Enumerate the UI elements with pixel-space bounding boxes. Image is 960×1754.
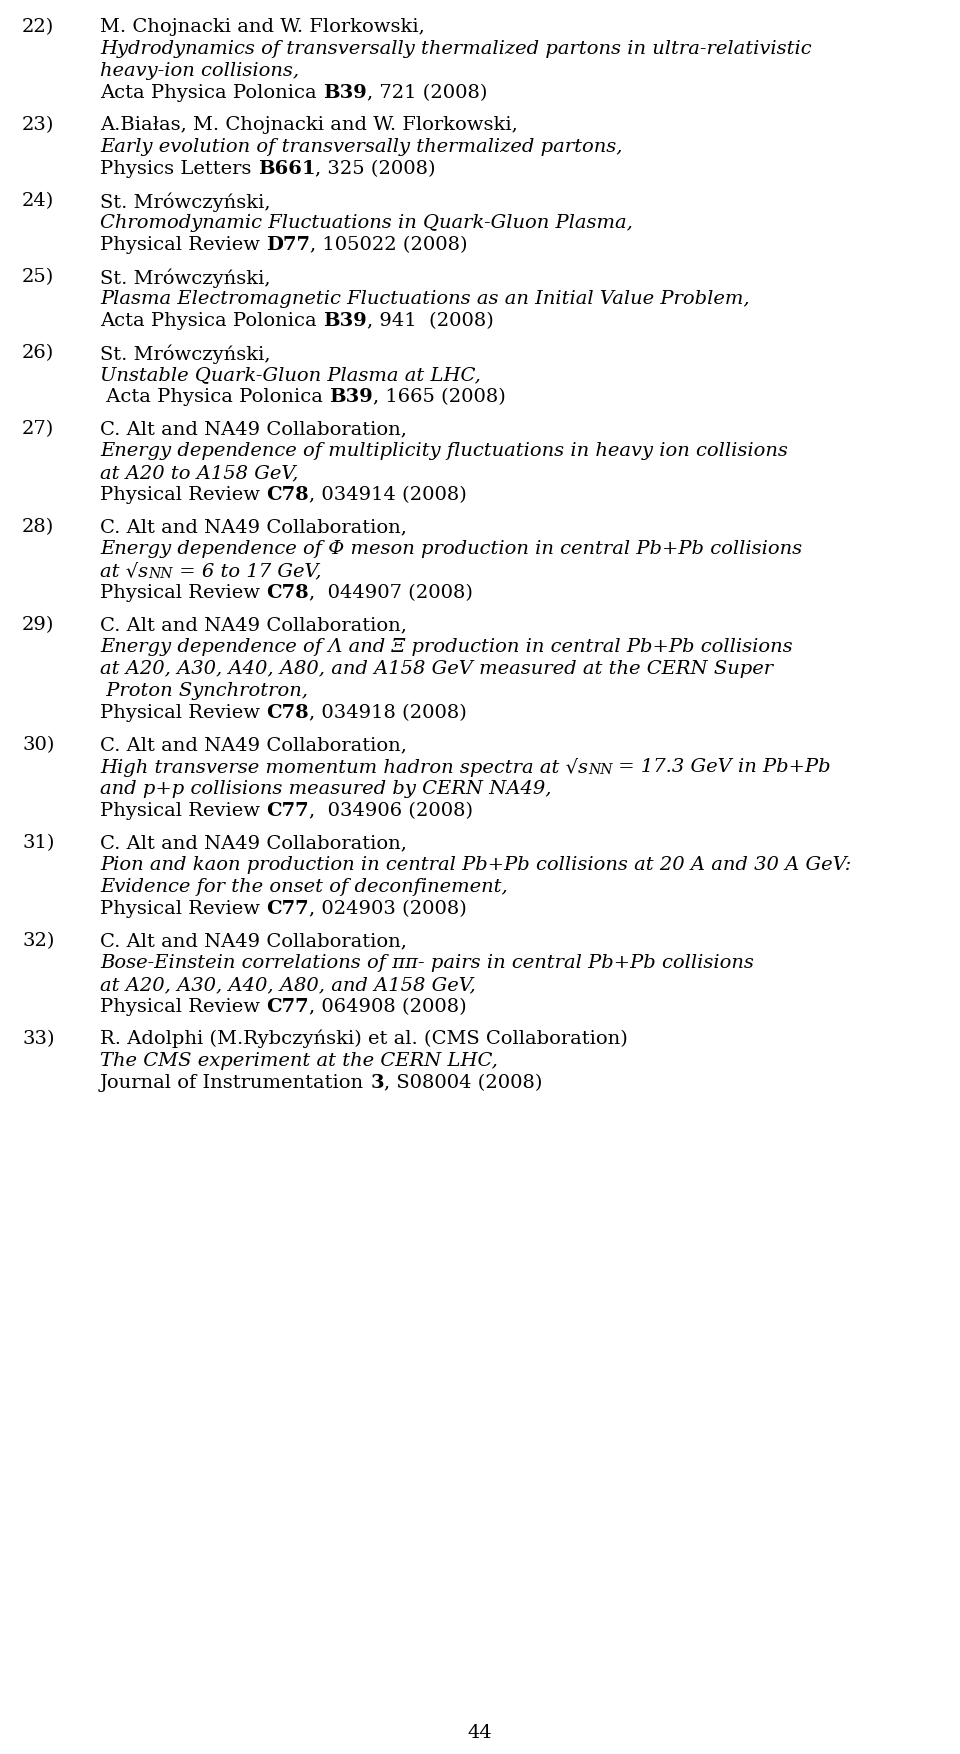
Text: High transverse momentum hadron spectra at √s: High transverse momentum hadron spectra … [100,758,588,777]
Text: Early evolution of transversally thermalized partons,: Early evolution of transversally thermal… [100,139,622,156]
Text: and p+p collisions measured by CERN NA49,: and p+p collisions measured by CERN NA49… [100,781,551,798]
Text: 23): 23) [22,116,55,133]
Text: , S08004 (2008): , S08004 (2008) [384,1073,542,1093]
Text: The CMS experiment at the CERN LHC,: The CMS experiment at the CERN LHC, [100,1052,498,1070]
Text: Evidence for the onset of deconfinement,: Evidence for the onset of deconfinement, [100,879,508,896]
Text: 32): 32) [22,931,55,951]
Text: 24): 24) [22,191,55,210]
Text: A.Białas, M. Chojnacki and W. Florkowski,: A.Białas, M. Chojnacki and W. Florkowski… [100,116,517,133]
Text: Energy dependence of Φ meson production in central Pb+Pb collisions: Energy dependence of Φ meson production … [100,540,803,558]
Text: 27): 27) [22,419,55,438]
Text: B39: B39 [323,84,367,102]
Text: C77: C77 [266,900,309,917]
Text: C77: C77 [266,802,309,821]
Text: C. Alt and NA49 Collaboration,: C. Alt and NA49 Collaboration, [100,737,407,754]
Text: , 034918 (2008): , 034918 (2008) [309,703,467,723]
Text: at A20, A30, A40, A80, and A158 GeV measured at the CERN Super: at A20, A30, A40, A80, and A158 GeV meas… [100,660,773,679]
Text: NN: NN [148,567,173,581]
Text: , 064908 (2008): , 064908 (2008) [309,998,467,1016]
Text: C. Alt and NA49 Collaboration,: C. Alt and NA49 Collaboration, [100,517,407,537]
Text: St. Mrówczyński,: St. Mrówczyński, [100,191,271,212]
Text: Acta Physica Polonica: Acta Physica Polonica [100,84,323,102]
Text: C. Alt and NA49 Collaboration,: C. Alt and NA49 Collaboration, [100,419,407,438]
Text: 22): 22) [22,18,55,37]
Text: Acta Physica Polonica: Acta Physica Polonica [100,388,329,405]
Text: NN: NN [588,763,612,777]
Text: at √s: at √s [100,561,148,581]
Text: , 325 (2008): , 325 (2008) [315,160,436,177]
Text: 29): 29) [22,616,55,633]
Text: Physical Review: Physical Review [100,237,266,254]
Text: = 17.3 GeV in Pb+Pb: = 17.3 GeV in Pb+Pb [612,758,831,775]
Text: 33): 33) [22,1030,55,1047]
Text: C. Alt and NA49 Collaboration,: C. Alt and NA49 Collaboration, [100,833,407,852]
Text: C77: C77 [266,998,309,1016]
Text: 28): 28) [22,517,55,537]
Text: 3: 3 [371,1073,384,1093]
Text: M. Chojnacki and W. Florkowski,: M. Chojnacki and W. Florkowski, [100,18,424,37]
Text: B39: B39 [323,312,367,330]
Text: Energy dependence of Λ and Ξ production in central Pb+Pb collisions: Energy dependence of Λ and Ξ production … [100,638,793,656]
Text: 44: 44 [468,1724,492,1742]
Text: Physics Letters: Physics Letters [100,160,257,177]
Text: Proton Synchrotron,: Proton Synchrotron, [100,682,308,700]
Text: 25): 25) [22,268,55,286]
Text: C78: C78 [266,703,309,723]
Text: St. Mrówczyński,: St. Mrówczyński, [100,268,271,288]
Text: , 105022 (2008): , 105022 (2008) [310,237,468,254]
Text: Bose-Einstein correlations of ππ- pairs in central Pb+Pb collisions: Bose-Einstein correlations of ππ- pairs … [100,954,754,972]
Text: Plasma Electromagnetic Fluctuations as an Initial Value Problem,: Plasma Electromagnetic Fluctuations as a… [100,289,750,309]
Text: Physical Review: Physical Review [100,900,266,917]
Text: at A20, A30, A40, A80, and A158 GeV,: at A20, A30, A40, A80, and A158 GeV, [100,975,476,995]
Text: C78: C78 [266,486,309,503]
Text: St. Mrówczyński,: St. Mrówczyński, [100,344,271,363]
Text: B39: B39 [329,388,372,405]
Text: B661: B661 [257,160,315,177]
Text: Acta Physica Polonica: Acta Physica Polonica [100,312,323,330]
Text: Physical Review: Physical Review [100,703,266,723]
Text: = 6 to 17 GeV,: = 6 to 17 GeV, [173,561,322,581]
Text: heavy-ion collisions,: heavy-ion collisions, [100,61,300,81]
Text: Journal of Instrumentation: Journal of Instrumentation [100,1073,371,1093]
Text: at A20 to A158 GeV,: at A20 to A158 GeV, [100,465,299,482]
Text: Physical Review: Physical Review [100,998,266,1016]
Text: Physical Review: Physical Review [100,802,266,821]
Text: 30): 30) [22,737,55,754]
Text: C. Alt and NA49 Collaboration,: C. Alt and NA49 Collaboration, [100,931,407,951]
Text: D77: D77 [266,237,310,254]
Text: R. Adolphi (M.Rybczyński) et al. (CMS Collaboration): R. Adolphi (M.Rybczyński) et al. (CMS Co… [100,1030,628,1049]
Text: Physical Review: Physical Review [100,486,266,503]
Text: C. Alt and NA49 Collaboration,: C. Alt and NA49 Collaboration, [100,616,407,633]
Text: Pion and kaon production in central Pb+Pb collisions at 20 A and 30 A GeV:: Pion and kaon production in central Pb+P… [100,856,852,873]
Text: 26): 26) [22,344,55,361]
Text: Energy dependence of multiplicity fluctuations in heavy ion collisions: Energy dependence of multiplicity fluctu… [100,442,788,460]
Text: ,  034906 (2008): , 034906 (2008) [309,802,473,821]
Text: ,  044907 (2008): , 044907 (2008) [309,584,472,602]
Text: , 941  (2008): , 941 (2008) [367,312,493,330]
Text: C78: C78 [266,584,309,602]
Text: , 1665 (2008): , 1665 (2008) [372,388,506,405]
Text: , 721 (2008): , 721 (2008) [367,84,487,102]
Text: , 034914 (2008): , 034914 (2008) [309,486,467,503]
Text: Unstable Quark-Gluon Plasma at LHC,: Unstable Quark-Gluon Plasma at LHC, [100,367,481,384]
Text: , 024903 (2008): , 024903 (2008) [309,900,467,917]
Text: 31): 31) [22,833,55,852]
Text: Chromodynamic Fluctuations in Quark-Gluon Plasma,: Chromodynamic Fluctuations in Quark-Gluo… [100,214,633,232]
Text: Physical Review: Physical Review [100,584,266,602]
Text: Hydrodynamics of transversally thermalized partons in ultra-relativistic: Hydrodynamics of transversally thermaliz… [100,40,811,58]
